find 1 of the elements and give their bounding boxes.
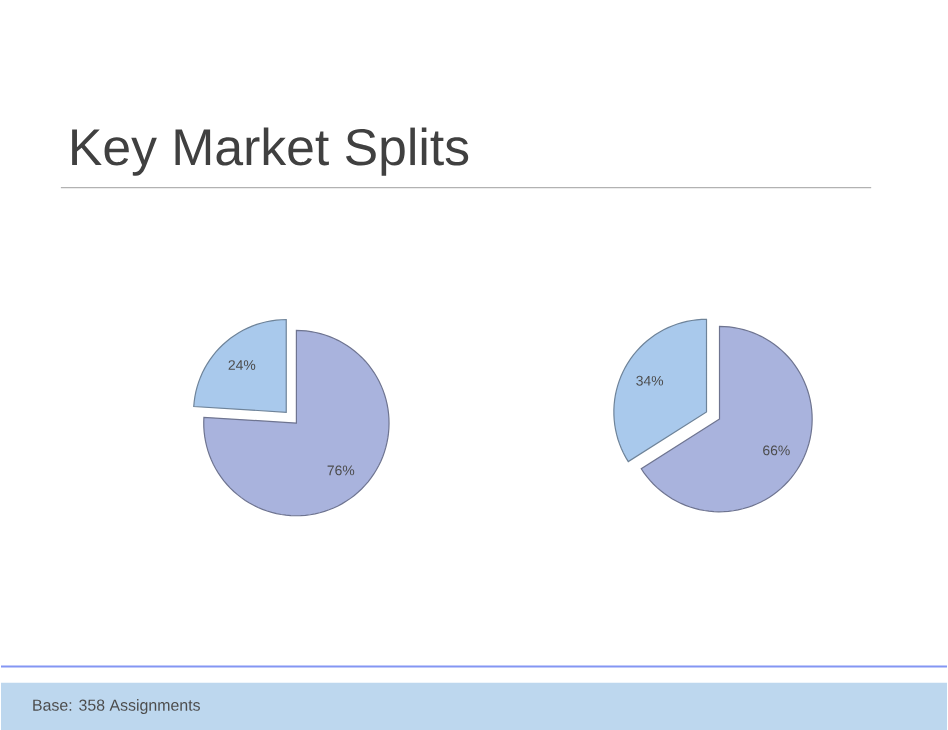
chart-title: Key Market Splits (72, 127, 469, 176)
